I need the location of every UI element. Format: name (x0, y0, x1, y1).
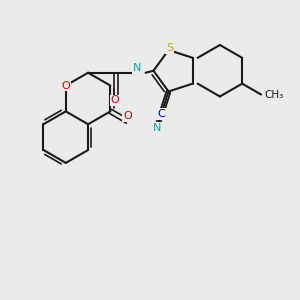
Text: N: N (133, 63, 141, 73)
Text: O: O (110, 95, 119, 106)
Text: N: N (152, 123, 161, 133)
Text: O: O (123, 111, 132, 121)
Text: H: H (135, 63, 142, 73)
Text: S: S (166, 43, 173, 53)
Text: O: O (61, 81, 70, 91)
Text: C: C (157, 109, 165, 119)
Text: CH₃: CH₃ (264, 89, 283, 100)
